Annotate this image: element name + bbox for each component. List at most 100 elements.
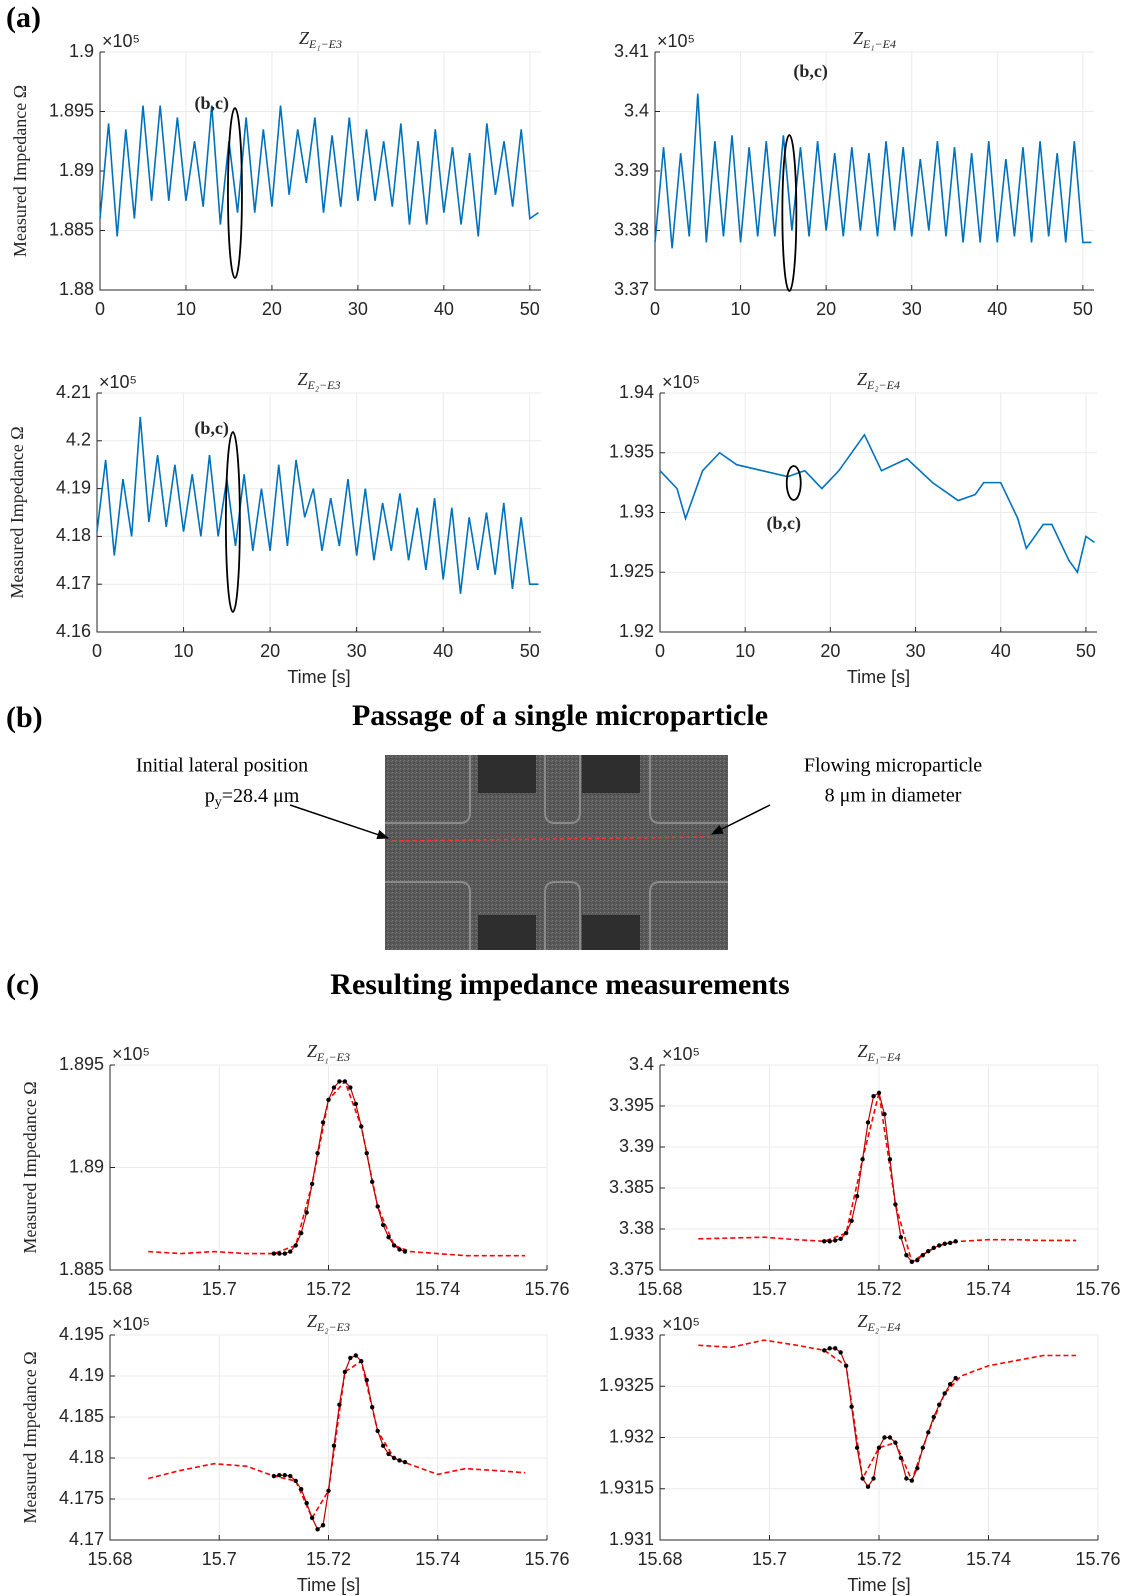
x-tick-label: 0 <box>92 641 102 661</box>
data-point <box>876 1445 882 1450</box>
y-axis-label: Measured Impedance Ω <box>10 85 30 257</box>
data-line <box>824 1347 957 1488</box>
data-point <box>904 1253 909 1258</box>
annotation-ellipse <box>224 431 241 613</box>
data-point <box>887 1157 893 1162</box>
data-point <box>915 1257 920 1263</box>
y-tick-label: 4.21 <box>56 382 91 402</box>
y-tick-label: 1.89 <box>69 1156 104 1176</box>
y-tick-label: 4.19 <box>56 477 91 497</box>
chart-title: ZE₂−E4 <box>858 1311 901 1334</box>
annotation: 8 μm in diameter <box>825 785 962 807</box>
x-tick-label: 15.76 <box>1075 1549 1120 1569</box>
data-point <box>893 1202 898 1207</box>
y-tick-label: 1.89 <box>59 160 94 180</box>
data-point <box>397 1247 402 1252</box>
data-line <box>824 1091 956 1263</box>
y-tick-label: 1.895 <box>49 100 94 120</box>
data-point <box>304 1210 309 1215</box>
data-point <box>326 1488 331 1494</box>
data-point <box>937 1243 942 1248</box>
title-subscript: E₂−E3 <box>307 378 341 392</box>
data-point <box>277 1473 282 1478</box>
data-point <box>375 1428 380 1434</box>
data-point <box>854 1445 860 1450</box>
y-tick-label: 3.39 <box>619 1136 654 1156</box>
x-tick-label: 15.7 <box>202 1549 237 1569</box>
data-point <box>920 1445 925 1450</box>
axis <box>109 1335 547 1541</box>
chart-title: ZE₁−E4 <box>858 1041 901 1064</box>
x-tick-label: 0 <box>650 299 660 319</box>
title-main: Z <box>307 1311 318 1331</box>
data-line <box>654 93 1092 249</box>
data-point <box>359 1359 364 1364</box>
x-tick-label: 0 <box>655 641 665 661</box>
data-line <box>659 433 1095 575</box>
y-tick-label: 4.18 <box>69 1447 104 1467</box>
x-tick-label: 20 <box>260 641 280 661</box>
data-line <box>148 1079 526 1257</box>
y-tick-label: 1.935 <box>609 442 654 462</box>
y-tick-label: 3.385 <box>609 1177 654 1197</box>
x-tick-label: 15.72 <box>856 1279 901 1299</box>
data-point <box>370 1179 375 1185</box>
data-point <box>915 1466 920 1471</box>
data-point <box>277 1251 282 1256</box>
annotation: (b,c) <box>194 418 229 439</box>
data-point <box>353 1101 359 1107</box>
scale-label: ×10⁵ <box>99 372 137 392</box>
y-tick-label: 1.93 <box>619 501 654 521</box>
data-point <box>953 1375 958 1381</box>
chart-title: ZE₁−E3 <box>299 28 342 51</box>
title-main: Z <box>298 369 309 389</box>
y-tick-label: 1.88 <box>59 279 94 299</box>
data-point <box>849 1404 854 1409</box>
annotation-ellipse <box>785 465 802 501</box>
scale-label: ×10⁵ <box>112 1314 150 1334</box>
annotation: py=28.4 μm <box>205 785 300 811</box>
data-point <box>282 1473 287 1478</box>
data-point <box>386 1451 391 1457</box>
data-point <box>380 1443 386 1448</box>
y-axis-label: Measured Impedance Ω <box>20 1081 40 1253</box>
data-point <box>827 1239 832 1244</box>
data-point <box>391 1243 397 1248</box>
data-point <box>926 1248 931 1254</box>
data-point <box>876 1090 882 1096</box>
data-point <box>843 1363 849 1368</box>
panel-label: (b) <box>6 701 43 734</box>
data-point <box>882 1112 887 1117</box>
data-point <box>337 1079 342 1084</box>
annotation: (b,c) <box>766 513 801 534</box>
data-point <box>288 1473 293 1479</box>
data-point <box>953 1239 958 1244</box>
data-point <box>854 1194 860 1199</box>
x-tick-label: 40 <box>433 641 453 661</box>
data-point <box>843 1230 849 1236</box>
title-main: Z <box>307 1041 318 1061</box>
data-point <box>331 1085 337 1090</box>
title-subscript: E₂−E3 <box>316 1320 350 1334</box>
x-tick-label: 15.72 <box>306 1279 351 1299</box>
data-point <box>860 1476 865 1481</box>
data-point <box>402 1459 408 1465</box>
axis <box>99 52 541 291</box>
data-line <box>99 105 539 237</box>
data-line <box>96 416 539 594</box>
x-tick-label: 50 <box>1076 641 1096 661</box>
y-tick-label: 1.9 <box>69 41 94 61</box>
x-tick-label: 40 <box>991 641 1011 661</box>
data-point <box>370 1404 375 1410</box>
data-point <box>293 1243 298 1248</box>
data-point <box>298 1230 304 1236</box>
axis <box>109 1065 547 1271</box>
data-point <box>402 1249 408 1254</box>
data-point <box>309 1515 315 1521</box>
scale-label: ×10⁵ <box>657 31 695 51</box>
data-point <box>298 1486 304 1492</box>
axis <box>96 393 541 633</box>
data-point <box>353 1353 359 1358</box>
data-point <box>909 1478 915 1483</box>
data-line <box>698 1339 1077 1483</box>
